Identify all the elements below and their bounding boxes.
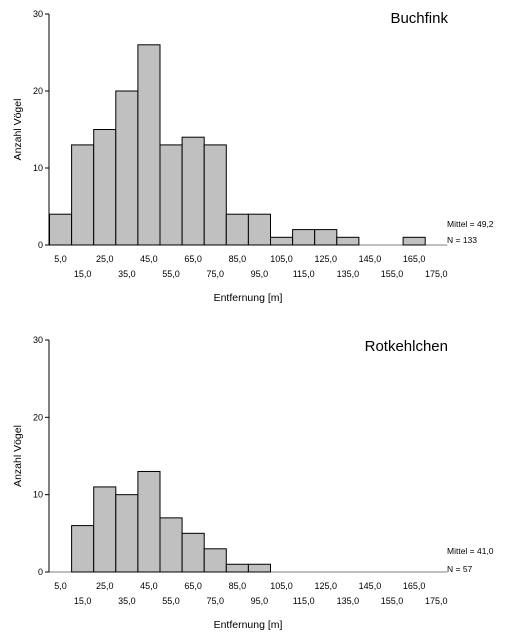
histogram-bar	[159, 144, 183, 246]
histogram-bar	[181, 136, 205, 246]
histogram-bar	[71, 144, 95, 246]
x-tick-label: 125,0	[314, 254, 337, 264]
y-tick-label: 20	[33, 86, 43, 96]
x-tick-label: 35,0	[118, 596, 136, 606]
histogram-bar	[336, 236, 360, 246]
histogram-bar	[137, 470, 161, 573]
y-tick-label: 20	[33, 412, 43, 422]
x-tick-label: 145,0	[359, 581, 382, 591]
x-tick-label: 65,0	[184, 254, 202, 264]
x-tick-label: 15,0	[74, 596, 92, 606]
x-tick-label: 95,0	[251, 269, 269, 279]
x-tick-label: 25,0	[96, 581, 114, 591]
histogram-bar	[93, 129, 117, 246]
x-tick-label: 155,0	[381, 596, 404, 606]
stat-n: N = 133	[447, 235, 477, 245]
x-tick-label: 65,0	[184, 581, 202, 591]
x-tick-label: 55,0	[162, 269, 180, 279]
y-tick-label: 30	[33, 9, 43, 19]
histogram-bar	[225, 563, 249, 573]
x-tick-label: 25,0	[96, 254, 114, 264]
histogram-bar	[247, 563, 271, 573]
x-tick-label: 115,0	[293, 269, 315, 279]
histogram-bar	[159, 517, 183, 573]
x-tick-label: 135,0	[337, 596, 360, 606]
histogram-bar	[115, 494, 139, 573]
histogram-bar	[115, 90, 139, 246]
histogram-bar	[247, 213, 271, 246]
stat-mean: Mittel = 41,0	[447, 546, 494, 556]
x-tick-label: 155,0	[381, 269, 404, 279]
histogram-bar	[402, 236, 426, 246]
histogram-bar	[93, 486, 117, 573]
x-tick-label: 75,0	[206, 269, 224, 279]
x-axis-label: Entfernung [m]	[214, 292, 283, 304]
x-tick-label: 75,0	[206, 596, 224, 606]
x-tick-label: 5,0	[54, 581, 67, 591]
x-tick-label: 175,0	[425, 596, 448, 606]
x-tick-label: 175,0	[425, 269, 448, 279]
histogram-bar	[203, 548, 227, 573]
x-tick-label: 15,0	[74, 269, 92, 279]
x-tick-label: 105,0	[270, 254, 293, 264]
histogram-bar	[225, 213, 249, 246]
y-axis-label: Anzahl Vögel	[12, 425, 24, 487]
chart-title: Rotkehlchen	[365, 338, 448, 355]
histogram-bar	[71, 525, 95, 573]
histogram-bar	[137, 44, 161, 246]
chart-title: Buchfink	[390, 10, 448, 27]
x-tick-label: 115,0	[293, 596, 315, 606]
stat-n: N = 57	[447, 564, 473, 574]
x-tick-label: 35,0	[118, 269, 136, 279]
x-tick-label: 135,0	[337, 269, 360, 279]
stat-mean: Mittel = 49,2	[447, 219, 494, 229]
y-tick-label: 10	[33, 163, 43, 173]
y-tick-label: 0	[38, 240, 43, 250]
x-tick-label: 105,0	[270, 581, 293, 591]
histogram-bar	[181, 532, 205, 573]
y-axis-label: Anzahl Vögel	[12, 99, 24, 161]
y-tick-label: 10	[33, 490, 43, 500]
x-tick-label: 165,0	[403, 254, 426, 264]
histogram-bar	[203, 144, 227, 246]
histogram-bar	[270, 236, 294, 246]
y-tick-label: 30	[33, 335, 43, 345]
histogram-bar	[49, 213, 73, 246]
histogram-bar	[314, 229, 338, 246]
x-tick-label: 45,0	[140, 581, 158, 591]
x-tick-label: 85,0	[229, 581, 247, 591]
x-tick-label: 45,0	[140, 254, 158, 264]
x-tick-label: 55,0	[162, 596, 180, 606]
x-tick-label: 165,0	[403, 581, 426, 591]
x-tick-label: 5,0	[54, 254, 67, 264]
x-axis-label: Entfernung [m]	[214, 619, 283, 631]
x-tick-label: 95,0	[251, 596, 269, 606]
y-tick-label: 0	[38, 567, 43, 577]
x-tick-label: 125,0	[314, 581, 337, 591]
x-tick-label: 145,0	[359, 254, 382, 264]
x-tick-label: 85,0	[229, 254, 247, 264]
histogram-bar	[292, 229, 316, 246]
